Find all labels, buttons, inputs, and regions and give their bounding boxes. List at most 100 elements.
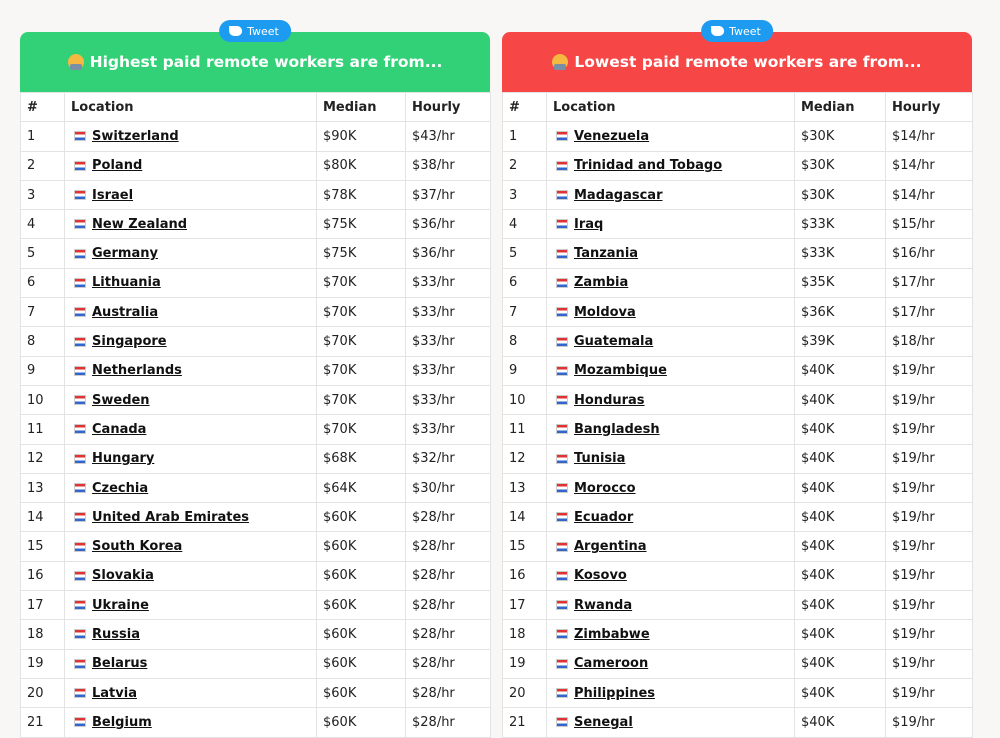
country-link[interactable]: Venezuela [574,128,650,144]
country-link[interactable]: New Zealand [92,216,188,232]
country-link[interactable]: Cameroon [574,656,649,672]
country-link[interactable]: Sweden [92,392,150,408]
rank: 18 [502,619,547,650]
location-cell: Australia [64,297,317,328]
location-cell: Tunisia [546,443,795,474]
median: $40K [794,619,886,650]
country-link[interactable]: Rwanda [574,597,633,613]
country-link[interactable]: Hungary [92,451,155,467]
location-cell: Belarus [64,648,317,679]
country-link[interactable]: Lithuania [92,275,161,291]
table-row: 9 Netherlands $70K $33/hr [20,355,491,386]
median: $80K [316,150,406,181]
bird-icon [229,26,243,36]
table-row: 19 Belarus $60K $28/hr [20,648,491,679]
country-link[interactable]: United Arab Emirates [92,509,250,525]
hourly: $28/hr [405,677,491,709]
flag-icon [74,160,86,171]
country-link[interactable]: Philippines [574,685,656,701]
median: $70K [316,384,406,416]
country-link[interactable]: Senegal [574,714,633,730]
country-link[interactable]: South Korea [92,539,183,555]
median: $60K [316,590,406,621]
location-cell: Senegal [546,707,795,738]
location-cell: Cameroon [546,648,795,679]
location-cell: South Korea [64,531,317,562]
country-link[interactable]: Mozambique [574,363,667,379]
flag-icon [556,688,568,699]
location-cell: Zambia [546,267,795,299]
location-cell: Trinidad and Tobago [546,150,795,181]
location-cell: Zimbabwe [546,619,795,650]
country-link[interactable]: Canada [92,421,147,437]
panel: Tweet Lowest paid remote workers are fro… [502,20,973,738]
location-cell: New Zealand [64,209,317,240]
country-link[interactable]: Kosovo [574,568,627,584]
country-link[interactable]: Russia [92,626,140,642]
country-link[interactable]: Slovakia [92,568,154,584]
rank: 21 [502,707,547,738]
table-row: 16 Slovakia $60K $28/hr [20,560,491,592]
flag-icon [556,307,568,318]
hourly: $14/hr [885,121,973,152]
country-link[interactable]: Singapore [92,334,167,350]
table-row: 13 Czechia $64K $30/hr [20,472,491,504]
hourly: $28/hr [405,648,491,679]
median: $40K [794,414,886,445]
country-link[interactable]: Guatemala [574,334,654,350]
table-row: 18 Zimbabwe $40K $19/hr [502,619,973,650]
flag-icon [74,248,86,259]
emoji-icon [67,54,84,70]
country-link[interactable]: Tunisia [574,451,626,467]
country-link[interactable]: Israel [92,187,134,203]
flag-icon [556,424,568,435]
hourly: $17/hr [885,267,973,299]
country-link[interactable]: Argentina [574,539,647,555]
country-link[interactable]: Ecuador [574,509,634,525]
country-link[interactable]: Bangladesh [574,421,660,437]
country-link[interactable]: Tanzania [574,246,639,262]
column-header: Median [794,91,886,123]
rank: 5 [20,238,65,269]
country-link[interactable]: Latvia [92,685,137,701]
country-link[interactable]: Ukraine [92,597,149,613]
hourly: $19/hr [885,355,973,386]
hourly: $33/hr [405,326,491,357]
country-link[interactable]: Moldova [574,304,636,320]
table-row: 17 Rwanda $40K $19/hr [502,590,973,621]
table-row: 4 New Zealand $75K $36/hr [20,209,491,240]
tweet-button[interactable]: Tweet [701,20,773,42]
flag-icon [74,453,86,464]
country-link[interactable]: Morocco [574,480,636,496]
median: $40K [794,677,886,709]
location-cell: Switzerland [64,121,317,152]
country-link[interactable]: Australia [92,304,159,320]
country-link[interactable]: Poland [92,158,143,174]
country-link[interactable]: Zimbabwe [574,626,650,642]
location-cell: Poland [64,150,317,181]
country-link[interactable]: Trinidad and Tobago [574,158,723,174]
location-cell: Latvia [64,677,317,709]
country-link[interactable]: Switzerland [92,128,179,144]
location-cell: Madagascar [546,179,795,211]
table-row: 6 Lithuania $70K $33/hr [20,267,491,299]
rank: 1 [502,121,547,152]
country-link[interactable]: Zambia [574,275,629,291]
location-cell: Venezuela [546,121,795,152]
hourly: $32/hr [405,443,491,474]
header-row: # Location Median Hourly [20,91,491,123]
tweet-button[interactable]: Tweet [219,20,291,42]
country-link[interactable]: Honduras [574,392,645,408]
hourly: $16/hr [885,238,973,269]
table-row: 11 Canada $70K $33/hr [20,414,491,445]
country-link[interactable]: Czechia [92,480,149,496]
column-header: Median [316,91,406,123]
rank: 7 [502,297,547,328]
country-link[interactable]: Iraq [574,216,604,232]
country-link[interactable]: Madagascar [574,187,663,203]
median: $40K [794,355,886,386]
country-link[interactable]: Netherlands [92,363,182,379]
country-link[interactable]: Belarus [92,656,148,672]
country-link[interactable]: Germany [92,246,158,262]
country-link[interactable]: Belgium [92,714,152,730]
